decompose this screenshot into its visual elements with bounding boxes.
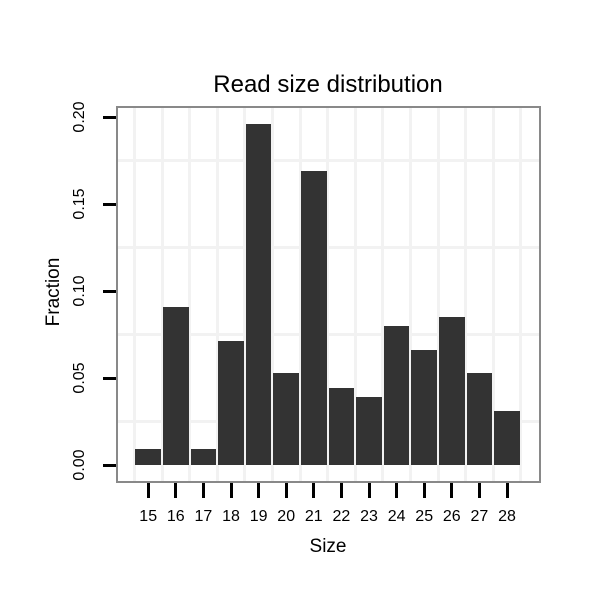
gridline-horizontal bbox=[118, 159, 539, 162]
bar bbox=[218, 341, 244, 465]
y-tick bbox=[103, 289, 116, 293]
x-tick bbox=[422, 483, 426, 498]
gridline-vertical bbox=[436, 108, 440, 481]
x-tick-label: 23 bbox=[360, 508, 378, 525]
gridline-vertical bbox=[188, 108, 192, 481]
y-tick-label: 0.20 bbox=[71, 101, 88, 133]
x-tick-label: 18 bbox=[222, 508, 240, 525]
chart-title: Read size distribution bbox=[213, 71, 443, 98]
bar bbox=[466, 372, 493, 465]
x-tick-label: 20 bbox=[277, 508, 296, 525]
x-tick-label: 17 bbox=[194, 508, 213, 525]
x-tick bbox=[477, 483, 481, 498]
x-tick bbox=[395, 483, 399, 498]
x-tick bbox=[229, 483, 233, 498]
x-tick bbox=[284, 483, 288, 498]
x-tick-label: 16 bbox=[166, 508, 185, 525]
y-tick bbox=[103, 376, 116, 380]
bar bbox=[356, 397, 382, 465]
x-tick bbox=[450, 483, 454, 498]
bar bbox=[273, 372, 299, 465]
x-axis-title: Size bbox=[309, 536, 347, 557]
x-tick bbox=[367, 483, 371, 498]
x-tick-label: 26 bbox=[442, 508, 461, 525]
x-tick bbox=[312, 483, 316, 498]
gridline-vertical bbox=[298, 108, 302, 481]
y-tick bbox=[103, 115, 116, 119]
y-tick-label: 0.00 bbox=[71, 449, 88, 481]
gridline-horizontal bbox=[118, 420, 539, 423]
y-tick bbox=[103, 463, 116, 467]
y-tick-label: 0.15 bbox=[71, 188, 88, 220]
gridline-vertical bbox=[353, 108, 357, 481]
x-tick bbox=[505, 483, 509, 498]
bar bbox=[190, 449, 217, 465]
x-tick bbox=[146, 483, 150, 498]
gridline-vertical bbox=[215, 108, 219, 481]
gridline-horizontal bbox=[118, 333, 539, 336]
x-tick-label: 22 bbox=[332, 508, 351, 525]
x-tick-label: 19 bbox=[249, 508, 268, 525]
gridline-vertical bbox=[160, 108, 164, 481]
y-tick bbox=[103, 202, 116, 206]
gridline-vertical bbox=[270, 108, 274, 481]
bar bbox=[494, 411, 520, 465]
bar bbox=[245, 123, 272, 465]
bar bbox=[383, 325, 410, 465]
y-tick-label: 0.10 bbox=[71, 275, 88, 307]
x-tick-label: 24 bbox=[387, 508, 406, 525]
x-tick-label: 25 bbox=[415, 508, 434, 525]
gridline-vertical bbox=[243, 108, 247, 481]
bar bbox=[439, 317, 465, 465]
bar bbox=[328, 388, 355, 465]
gridline-vertical bbox=[132, 108, 136, 481]
gridline-vertical bbox=[326, 108, 330, 481]
x-tick-label: 21 bbox=[304, 508, 323, 525]
y-tick-label: 0.05 bbox=[71, 362, 88, 394]
bar bbox=[301, 170, 327, 465]
bar bbox=[411, 350, 437, 465]
gridline-vertical bbox=[519, 108, 523, 481]
plot-panel bbox=[116, 106, 541, 483]
x-tick bbox=[174, 483, 178, 498]
x-tick-label: 27 bbox=[470, 508, 489, 525]
bar bbox=[135, 449, 161, 465]
x-tick-label: 28 bbox=[498, 508, 516, 525]
bar bbox=[163, 306, 189, 465]
gridline-vertical bbox=[464, 108, 468, 481]
x-tick bbox=[257, 483, 261, 498]
gridline-vertical bbox=[491, 108, 495, 481]
x-tick bbox=[339, 483, 343, 498]
gridline-vertical bbox=[408, 108, 412, 481]
x-tick-label: 15 bbox=[139, 508, 158, 525]
x-tick bbox=[201, 483, 205, 498]
y-axis-title: Fraction bbox=[43, 257, 64, 327]
gridline-vertical bbox=[381, 108, 385, 481]
gridline-horizontal bbox=[118, 246, 539, 249]
